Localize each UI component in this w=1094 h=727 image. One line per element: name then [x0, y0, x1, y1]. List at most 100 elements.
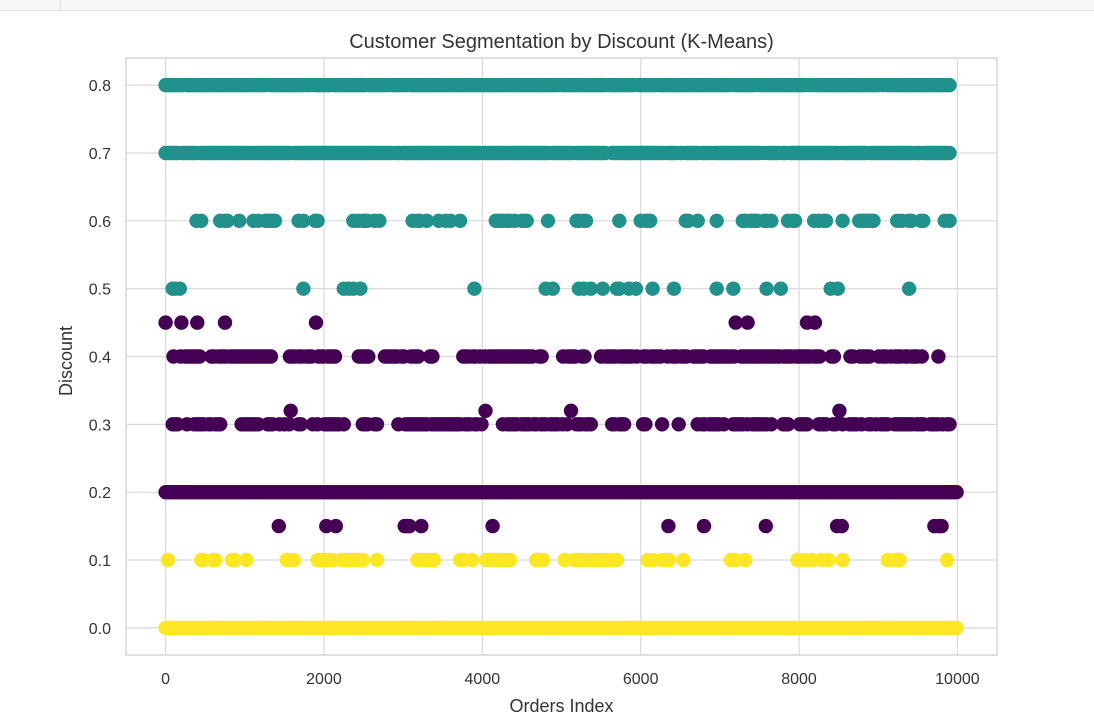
y-tick-label: 0.0 — [89, 621, 111, 638]
chart-title: Customer Segmentation by Discount (K-Mea… — [349, 31, 774, 53]
data-point — [942, 417, 957, 432]
data-point — [411, 349, 426, 364]
data-point — [835, 213, 850, 228]
y-axis-label: Discount — [56, 326, 76, 396]
data-point — [780, 417, 796, 432]
data-point — [696, 518, 712, 534]
data-point — [239, 552, 254, 568]
y-tick-label: 0.6 — [89, 214, 111, 231]
data-point — [942, 77, 957, 93]
x-tick-label: 2000 — [306, 671, 342, 688]
data-point — [832, 403, 847, 418]
data-point — [942, 213, 957, 228]
data-point — [467, 281, 482, 296]
data-point — [949, 620, 964, 636]
data-point — [583, 281, 598, 296]
data-point — [267, 213, 283, 228]
data-point — [540, 213, 556, 228]
data-point — [830, 281, 845, 296]
data-point — [327, 349, 343, 364]
data-point — [414, 518, 429, 534]
data-point — [263, 349, 279, 364]
y-axis-ticks: 0.0 0.1 0.2 0.3 0.4 0.5 0.6 0.7 0.8 — [89, 78, 111, 638]
data-point — [213, 417, 228, 432]
data-point — [474, 417, 489, 432]
data-point — [227, 552, 242, 568]
data-point — [283, 403, 298, 418]
data-point — [478, 403, 493, 418]
data-point — [485, 518, 500, 534]
x-tick-label: 10000 — [935, 671, 980, 688]
data-point — [662, 552, 677, 568]
data-point — [821, 552, 836, 568]
x-tick-label: 0 — [161, 671, 170, 688]
data-point — [190, 315, 205, 330]
data-point — [425, 349, 440, 364]
data-point — [826, 349, 842, 364]
data-point — [310, 213, 325, 228]
data-point — [834, 518, 849, 534]
data-point — [502, 552, 518, 568]
data-point — [676, 552, 691, 568]
data-point — [369, 552, 385, 568]
data-point — [638, 417, 653, 432]
data-point — [759, 281, 774, 296]
data-point — [296, 281, 311, 296]
data-point — [812, 349, 827, 364]
data-point — [764, 417, 779, 432]
data-point — [773, 281, 788, 296]
data-point — [158, 315, 173, 330]
y-tick-label: 0.7 — [89, 146, 111, 163]
cell-left-edge — [60, 0, 61, 10]
x-axis-label: Orders Index — [509, 696, 613, 716]
data-point — [942, 145, 957, 161]
x-tick-label: 6000 — [623, 671, 659, 688]
data-point — [738, 552, 753, 568]
data-point — [690, 213, 705, 228]
data-point — [192, 349, 207, 364]
y-tick-label: 0.2 — [89, 485, 111, 502]
data-point — [934, 518, 949, 534]
data-point — [353, 281, 368, 296]
data-point — [174, 315, 189, 330]
y-tick-label: 0.1 — [89, 553, 111, 570]
data-point — [666, 281, 682, 296]
notebook-cell-top-border — [0, 0, 1094, 11]
data-point — [914, 349, 929, 364]
data-point — [577, 349, 592, 364]
data-point — [172, 281, 187, 296]
data-point — [740, 315, 755, 330]
data-point — [709, 281, 724, 296]
data-point — [645, 281, 660, 296]
data-point — [612, 213, 627, 228]
data-point — [654, 417, 670, 432]
data-point — [419, 213, 435, 228]
data-point — [160, 552, 176, 568]
data-point — [764, 213, 779, 228]
data-point — [369, 417, 385, 432]
data-point — [578, 213, 594, 228]
data-point — [452, 213, 468, 228]
data-point — [787, 213, 803, 228]
y-tick-label: 0.4 — [89, 350, 111, 367]
data-point — [758, 518, 773, 534]
data-point — [372, 213, 387, 228]
data-point — [807, 315, 823, 330]
data-point — [308, 315, 324, 330]
data-point — [464, 552, 480, 568]
data-point — [286, 552, 302, 568]
data-point — [671, 417, 686, 432]
data-points — [158, 77, 964, 636]
data-point — [426, 552, 442, 568]
data-point — [726, 281, 741, 296]
data-point — [661, 518, 676, 534]
data-point — [949, 485, 964, 500]
data-point — [220, 213, 235, 228]
data-point — [799, 417, 815, 432]
y-tick-label: 0.3 — [89, 417, 111, 434]
data-point — [534, 349, 549, 364]
data-point — [328, 518, 343, 534]
data-point — [916, 213, 931, 228]
data-point — [563, 403, 579, 418]
